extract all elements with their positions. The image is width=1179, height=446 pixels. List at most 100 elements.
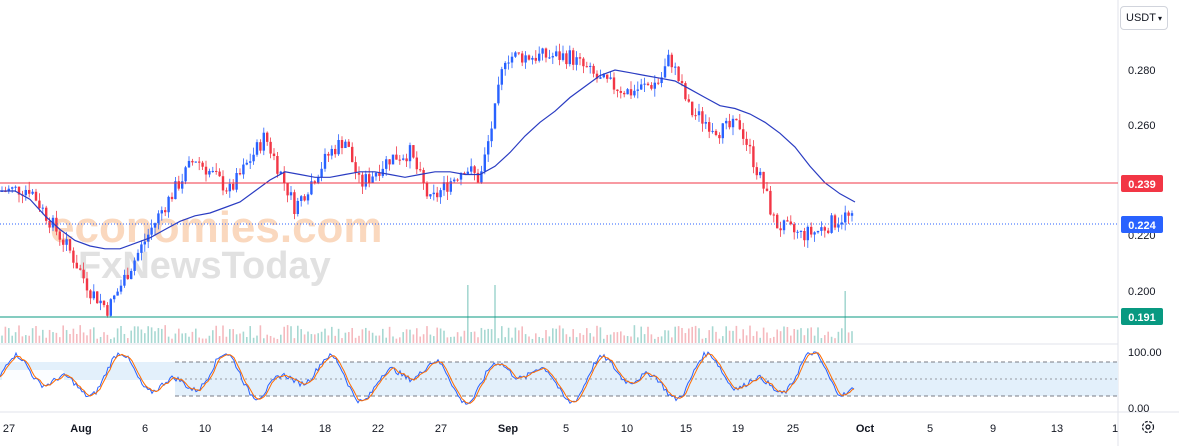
candle-body bbox=[599, 77, 602, 79]
candle-body bbox=[731, 118, 735, 128]
volume-bar bbox=[123, 333, 126, 343]
watermark-logo: economies.com FxNewsToday bbox=[50, 203, 383, 287]
volume-bar bbox=[572, 329, 574, 343]
volume-bar bbox=[198, 337, 200, 343]
volume-bar bbox=[365, 327, 367, 343]
volume-bar bbox=[181, 333, 183, 343]
volume-bar bbox=[467, 285, 469, 343]
volume-bar bbox=[776, 329, 778, 343]
candle-body bbox=[385, 159, 388, 169]
candle-body bbox=[558, 51, 561, 60]
support-price-badge bbox=[1121, 308, 1163, 325]
volume-bar bbox=[579, 333, 581, 343]
volume-bar bbox=[439, 328, 442, 343]
volume-bar bbox=[728, 330, 731, 343]
x-tick-label: 5 bbox=[927, 423, 933, 435]
candles bbox=[0, 43, 854, 318]
volume-bar bbox=[361, 329, 364, 343]
volume-bar bbox=[375, 335, 377, 343]
candle-body bbox=[174, 181, 177, 200]
candle-body bbox=[660, 77, 663, 84]
candle-body bbox=[463, 172, 466, 174]
volume-bar bbox=[725, 326, 727, 343]
currency-selector[interactable]: USDT ▾ bbox=[1120, 6, 1168, 30]
candle-body bbox=[517, 52, 520, 54]
volume-bar bbox=[497, 338, 500, 343]
volume-bar bbox=[225, 336, 228, 343]
volume-bar bbox=[830, 336, 833, 343]
candle-body bbox=[344, 141, 347, 149]
candle-body bbox=[456, 179, 459, 181]
candle-body bbox=[177, 181, 180, 189]
volume-bar bbox=[620, 331, 622, 343]
volume-bar bbox=[422, 334, 425, 343]
candle-body bbox=[405, 158, 408, 162]
candle-body bbox=[602, 74, 605, 78]
candle-body bbox=[289, 192, 293, 196]
volume-bar bbox=[130, 330, 132, 343]
volume-bar bbox=[790, 335, 792, 343]
volume-bar bbox=[127, 338, 129, 343]
volume-bar bbox=[419, 336, 421, 343]
volume-bar bbox=[1, 335, 3, 343]
candle-body bbox=[262, 132, 265, 151]
candle-body bbox=[806, 226, 809, 241]
candle-body bbox=[123, 274, 126, 286]
volume-bar bbox=[834, 338, 836, 343]
candle-body bbox=[752, 146, 755, 168]
volume-bar bbox=[290, 326, 292, 343]
candle-body bbox=[578, 57, 582, 59]
candle-body bbox=[779, 228, 782, 231]
volume-bar bbox=[55, 332, 58, 343]
candle-body bbox=[745, 138, 748, 145]
candle-body bbox=[820, 227, 823, 231]
candle-body bbox=[272, 153, 276, 157]
volume-bar bbox=[453, 336, 455, 343]
candle-body bbox=[371, 176, 374, 183]
candle-body bbox=[748, 144, 752, 147]
candle-body bbox=[106, 305, 109, 316]
volume-bar bbox=[766, 332, 768, 343]
candle-body bbox=[813, 232, 816, 235]
candle-body bbox=[592, 65, 595, 74]
volume-bar bbox=[402, 332, 404, 343]
volume-bar bbox=[599, 327, 602, 343]
volume-bar bbox=[596, 325, 598, 343]
volume-bar bbox=[31, 328, 34, 343]
volume-bar bbox=[99, 336, 102, 343]
volume-bar bbox=[501, 326, 503, 343]
volume-bar bbox=[436, 327, 438, 343]
volume-bar bbox=[484, 329, 486, 343]
candle-body bbox=[585, 66, 588, 68]
time-axis[interactable]: 27 Aug 6 10 14 18 22 27 Sep 5 10 15 19 25 Oct 5 9 13 1 bbox=[3, 423, 1118, 435]
volume-bar bbox=[62, 325, 64, 343]
volume-bar bbox=[470, 331, 472, 343]
volume-bar bbox=[283, 326, 285, 343]
candle-body bbox=[687, 99, 690, 102]
candle-body bbox=[133, 260, 136, 271]
volume-bar bbox=[178, 328, 180, 343]
volume-bar bbox=[28, 335, 30, 343]
x-tick-label: 13 bbox=[1051, 423, 1063, 435]
volume-bar bbox=[494, 285, 496, 343]
candle-body bbox=[187, 160, 191, 168]
volume-bar bbox=[660, 336, 663, 343]
candle-body bbox=[833, 215, 837, 228]
candle-body bbox=[772, 214, 775, 216]
candle-body bbox=[490, 128, 493, 142]
volume-bar bbox=[664, 330, 666, 343]
candle-body bbox=[201, 162, 204, 167]
candle-body bbox=[721, 123, 724, 139]
volume-bar bbox=[59, 337, 61, 343]
candle-body bbox=[735, 118, 738, 121]
candle-body bbox=[670, 54, 673, 68]
candle-body bbox=[531, 57, 534, 60]
gear-icon[interactable] bbox=[1140, 419, 1156, 435]
volume-bar bbox=[582, 334, 585, 343]
volume-bar bbox=[144, 333, 146, 343]
volume-bar bbox=[827, 331, 829, 343]
volume-bar bbox=[429, 334, 432, 343]
volume-bar bbox=[348, 332, 350, 343]
volume-bar bbox=[21, 336, 24, 343]
